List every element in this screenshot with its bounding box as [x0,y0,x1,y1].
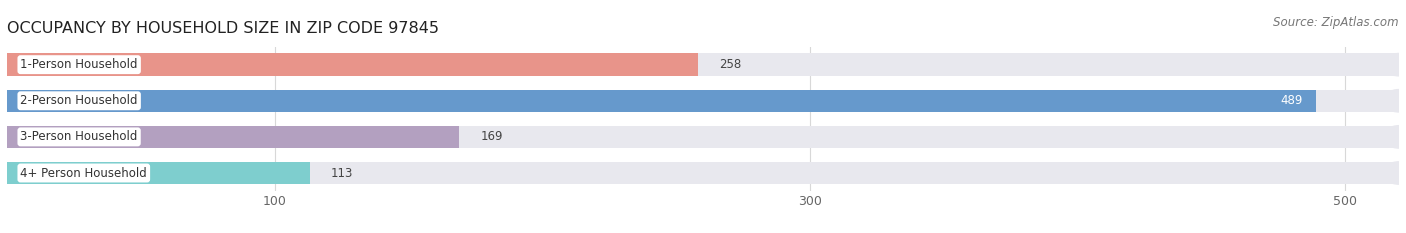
Text: 258: 258 [718,58,741,71]
Bar [7,162,1399,184]
Bar [7,126,460,148]
Text: Source: ZipAtlas.com: Source: ZipAtlas.com [1274,16,1399,29]
Text: 113: 113 [330,167,353,179]
Bar [7,89,1399,112]
Bar [7,162,309,184]
Text: 1-Person Household: 1-Person Household [21,58,138,71]
Ellipse shape [1384,53,1406,76]
Ellipse shape [1384,89,1406,112]
Text: 4+ Person Household: 4+ Person Household [21,167,148,179]
Text: 3-Person Household: 3-Person Household [21,130,138,143]
Text: OCCUPANCY BY HOUSEHOLD SIZE IN ZIP CODE 97845: OCCUPANCY BY HOUSEHOLD SIZE IN ZIP CODE … [7,21,439,36]
Text: 169: 169 [481,130,503,143]
Bar [7,53,697,76]
Text: 2-Person Household: 2-Person Household [21,94,138,107]
Bar [7,89,1316,112]
Bar [7,53,1399,76]
Text: 489: 489 [1281,94,1302,107]
Ellipse shape [1384,126,1406,148]
Ellipse shape [1384,162,1406,184]
Bar [7,126,1399,148]
